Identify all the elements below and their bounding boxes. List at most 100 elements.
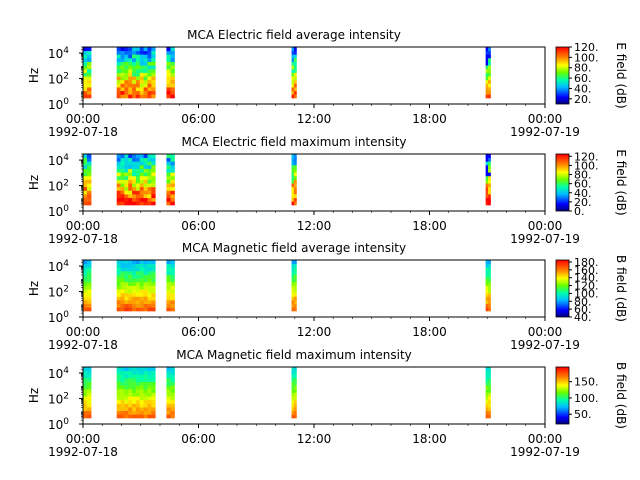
heatmap-cell <box>135 267 141 272</box>
heatmap-cell <box>132 79 137 84</box>
heatmap-cell <box>485 57 489 62</box>
heatmap-cell <box>170 260 175 265</box>
heatmap-cell <box>170 381 175 386</box>
heatmap-cell <box>128 267 133 272</box>
heatmap-cell <box>488 186 491 191</box>
heatmap-cell <box>143 270 148 275</box>
colorbar-label: B field (dB) <box>614 255 628 322</box>
heatmap-cell <box>124 65 129 70</box>
heatmap-cell <box>132 407 137 412</box>
heatmap-cell <box>166 385 171 390</box>
heatmap-cell <box>147 388 152 393</box>
heatmap-cell <box>170 263 175 268</box>
heatmap-cell <box>485 270 489 275</box>
heatmap-cell <box>135 281 141 286</box>
heatmap-cell <box>166 194 171 199</box>
heatmap-cell <box>170 367 175 372</box>
heatmap-cell <box>147 186 152 191</box>
heatmap-cell <box>87 87 92 92</box>
heatmap-cell <box>147 183 152 188</box>
heatmap-cell <box>151 68 156 73</box>
colorbar-tick-label: 60. <box>574 72 592 85</box>
heatmap-cell <box>151 414 156 419</box>
heatmap-cell <box>143 197 148 202</box>
heatmap-cell <box>116 157 121 162</box>
heatmap-cell <box>488 164 491 169</box>
heatmap-cell <box>166 388 171 393</box>
colorbar <box>555 46 570 105</box>
heatmap-cell <box>120 197 125 202</box>
heatmap-cell <box>485 83 489 88</box>
heatmap-cell <box>139 303 145 308</box>
heatmap-cell <box>143 87 148 92</box>
heatmap-cell <box>485 179 489 184</box>
heatmap-cell <box>170 65 175 70</box>
chart-panel-1: MCA Electric field average intensity 100 1… <box>27 28 628 139</box>
heatmap-cell <box>488 274 491 279</box>
heatmap-cell <box>124 179 129 184</box>
heatmap-cell <box>166 381 171 386</box>
heatmap-cell <box>83 370 88 375</box>
heatmap-cell <box>132 186 137 191</box>
heatmap-cell <box>143 285 148 290</box>
heatmap-cell <box>143 300 148 305</box>
heatmap-cell <box>143 303 148 308</box>
heatmap-cell <box>135 186 141 191</box>
heatmap-cell <box>120 303 125 308</box>
y-axis-label: Hz <box>27 388 41 403</box>
heatmap-cell <box>293 47 297 52</box>
heatmap-cell <box>485 392 489 397</box>
heatmap-cell <box>151 154 156 159</box>
heatmap-cell <box>128 164 133 169</box>
heatmap-cell <box>151 377 156 382</box>
y-tick-label: 102 <box>48 392 69 407</box>
heatmap-cell <box>291 377 295 382</box>
end-date-label: 1992-07-19 <box>510 338 580 352</box>
heatmap-cell <box>116 47 121 52</box>
heatmap-cell <box>128 179 133 184</box>
heatmap-cell <box>488 270 491 275</box>
heatmap-cell <box>87 274 92 279</box>
heatmap-cell <box>166 274 171 279</box>
heatmap-cell <box>124 414 129 419</box>
heatmap-cell <box>87 157 92 162</box>
heatmap-cell <box>135 289 141 294</box>
heatmap-cell <box>128 307 133 312</box>
heatmap-cell <box>291 83 295 88</box>
heatmap-cell <box>135 414 141 419</box>
heatmap-cell <box>87 183 92 188</box>
heatmap-cell <box>151 292 156 297</box>
heatmap-cell <box>170 179 175 184</box>
x-tick-label: 06:00 <box>181 325 216 339</box>
heatmap-cell <box>485 396 489 401</box>
heatmap-cell <box>485 385 489 390</box>
x-tick-label: 00:00 <box>66 219 101 233</box>
heatmap-cell <box>485 381 489 386</box>
heatmap-cell <box>488 292 491 297</box>
heatmap-cell <box>170 194 175 199</box>
heatmap-cell <box>87 303 92 308</box>
heatmap-cell <box>293 307 297 312</box>
heatmap-cell <box>87 197 92 202</box>
heatmap-cell <box>132 267 137 272</box>
heatmap-cell <box>132 157 137 162</box>
heatmap-cell <box>488 403 491 408</box>
heatmap-cell <box>147 68 152 73</box>
heatmap-cell <box>151 164 156 169</box>
heatmap-cell <box>83 87 88 92</box>
heatmap-cell <box>291 367 295 372</box>
heatmap-cells <box>83 47 491 99</box>
heatmap-cell <box>132 260 137 265</box>
heatmap-cell <box>124 94 129 99</box>
heatmap-cell <box>485 370 489 375</box>
heatmap-cell <box>170 79 175 84</box>
heatmap-cell <box>87 381 92 386</box>
heatmap-cell <box>293 154 297 159</box>
heatmap-cell <box>87 300 92 305</box>
heatmap-cell <box>291 270 295 275</box>
heatmap-cell <box>116 414 121 419</box>
heatmap-cell <box>170 392 175 397</box>
heatmap-cell <box>135 57 141 62</box>
heatmap-cell <box>139 164 145 169</box>
heatmap-cell <box>151 54 156 59</box>
